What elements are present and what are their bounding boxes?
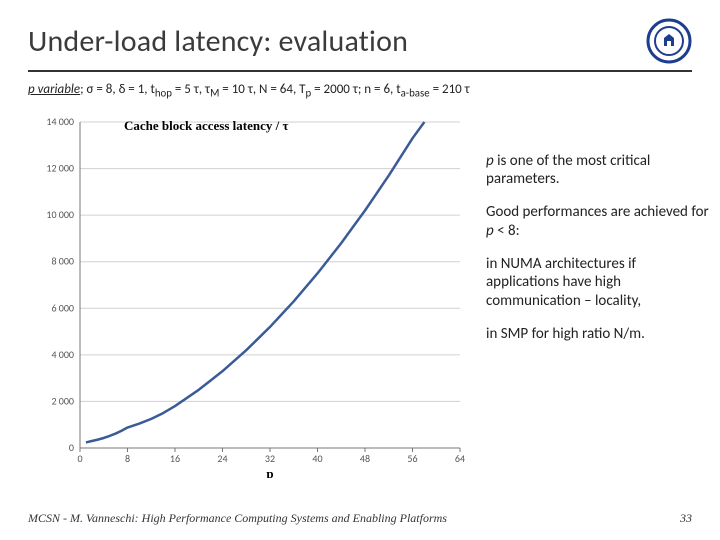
page-title: Under-load latency: evaluation — [28, 23, 646, 60]
footer-credits: MCSN - M. Vanneschi: High Performance Co… — [28, 511, 447, 526]
svg-text:0: 0 — [77, 452, 82, 465]
svg-text:12 000: 12 000 — [46, 161, 74, 174]
university-seal-icon — [646, 18, 692, 64]
chart-title: Cache block access latency / τ — [124, 118, 289, 134]
svg-text:24: 24 — [217, 452, 227, 465]
side-notes: p is one of the most critical parameters… — [486, 152, 712, 358]
svg-text:6 000: 6 000 — [51, 301, 74, 314]
svg-text:0: 0 — [69, 441, 74, 454]
svg-text:2 000: 2 000 — [51, 394, 74, 407]
slide-number: 33 — [680, 511, 692, 526]
svg-text:10 000: 10 000 — [46, 208, 74, 221]
svg-text:16: 16 — [170, 452, 180, 465]
svg-text:48: 48 — [360, 452, 370, 465]
svg-text:64: 64 — [455, 452, 465, 465]
svg-text:4 000: 4 000 — [51, 347, 74, 360]
svg-text:14 000: 14 000 — [46, 115, 74, 128]
svg-text:8 000: 8 000 — [51, 254, 74, 267]
svg-text:56: 56 — [407, 452, 417, 465]
svg-text:p: p — [266, 466, 273, 478]
parameter-line: p variable; σ = 8, δ = 1, thop = 5 τ, τM… — [28, 82, 692, 100]
svg-text:40: 40 — [312, 452, 322, 465]
svg-text:8: 8 — [125, 452, 130, 465]
latency-chart: 0 2 000 4 000 6 000 8 000 10 000 12 000 14 000 0… — [28, 108, 468, 478]
svg-text:32: 32 — [265, 452, 275, 465]
